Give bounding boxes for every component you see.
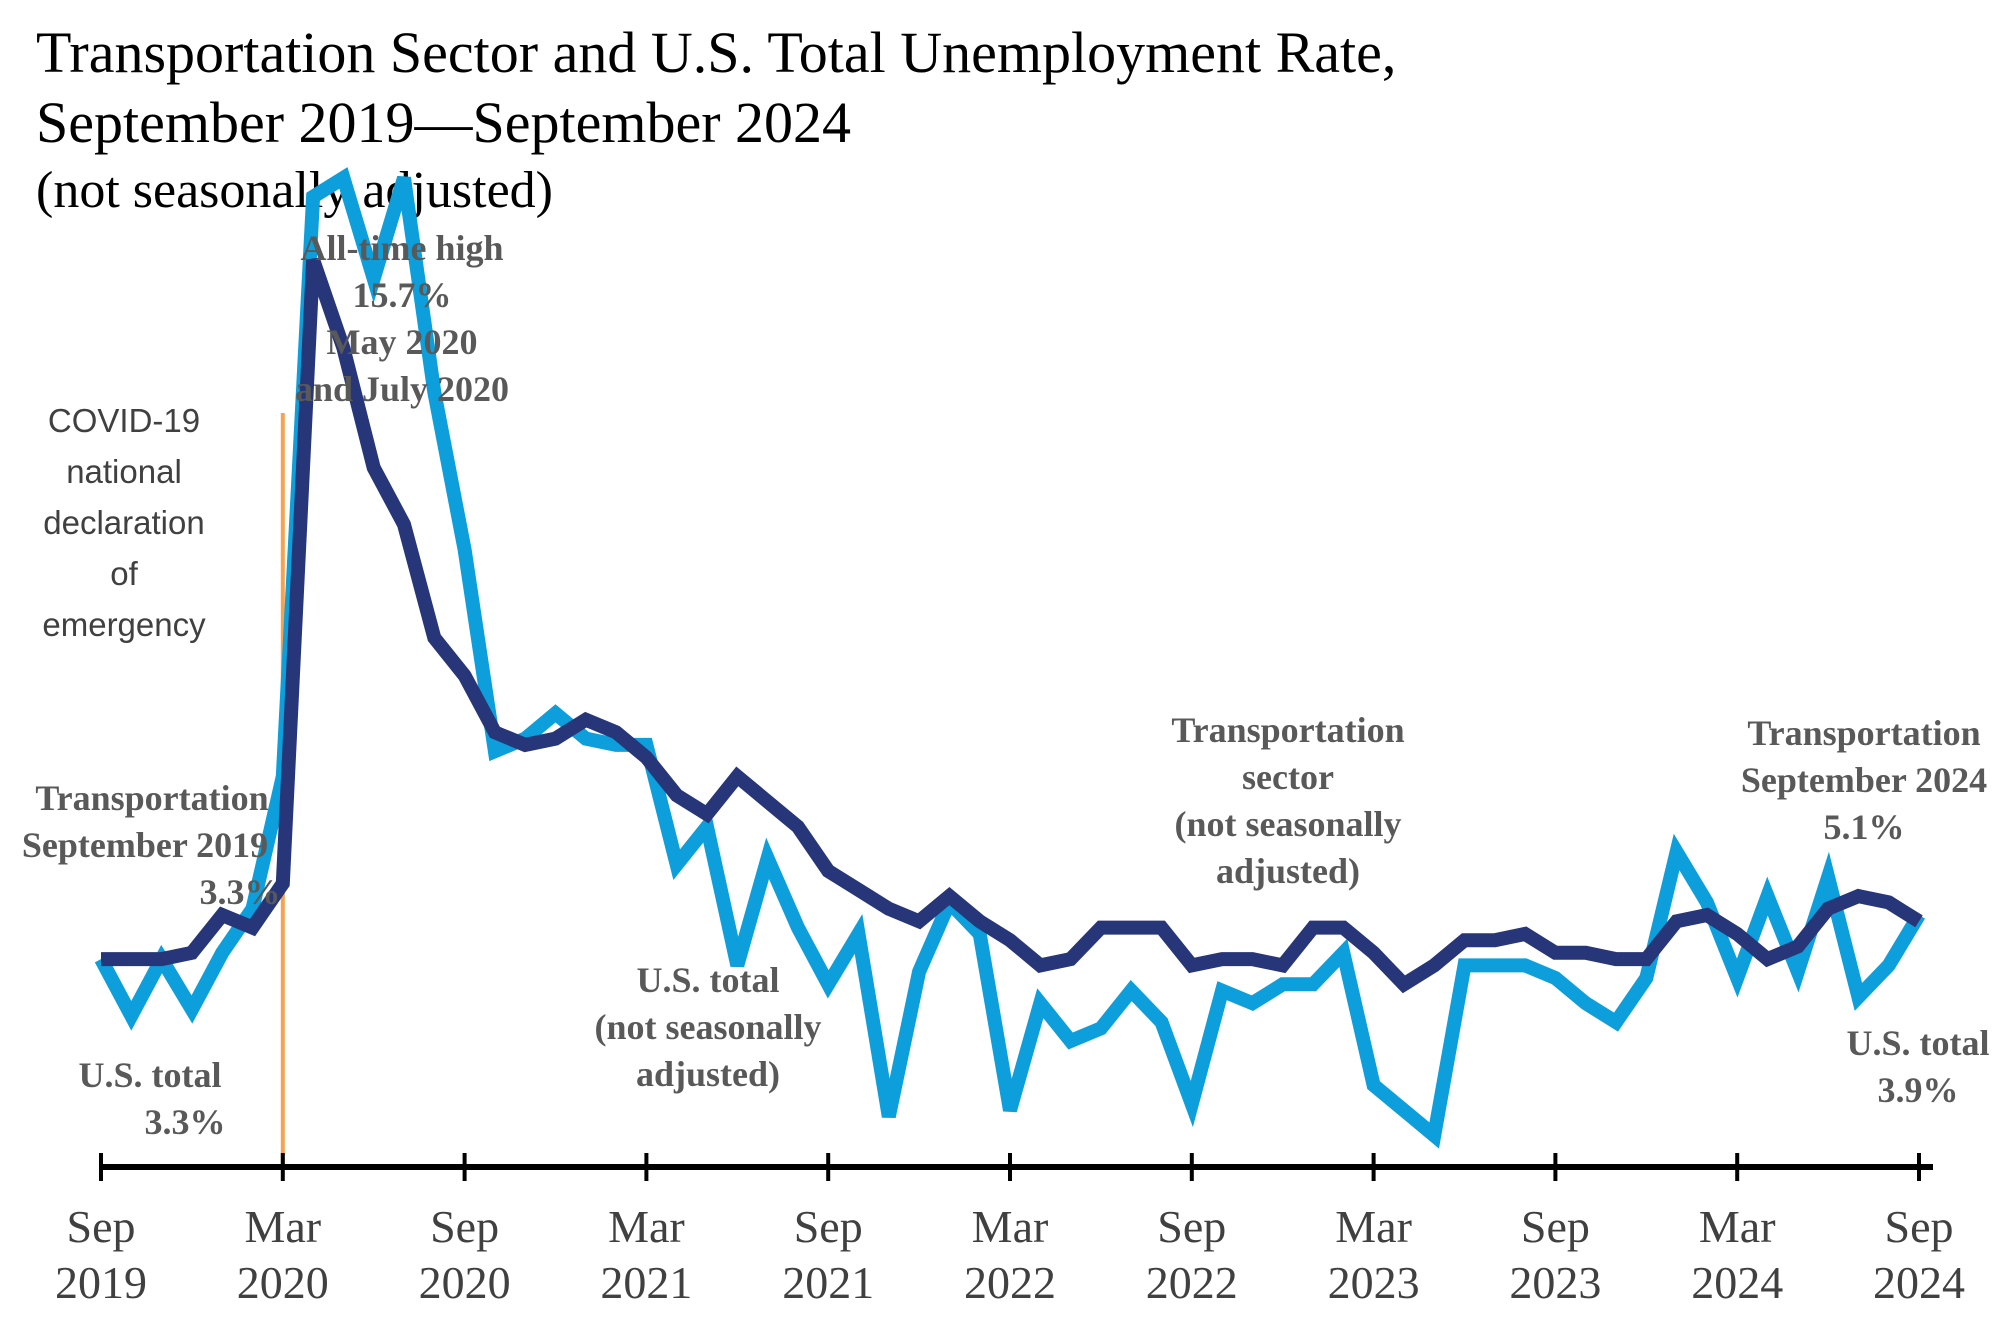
x-tick-label-month: Sep	[430, 1201, 499, 1252]
x-tick-label-month: Sep	[794, 1201, 863, 1252]
peak-annotation-line: All-time high	[301, 228, 504, 268]
x-tick-label-year: 2019	[55, 1257, 147, 1308]
x-tick-label-year: 2020	[237, 1257, 329, 1308]
x-tick-label-month: Mar	[1335, 1201, 1412, 1252]
x-tick-label-month: Sep	[1157, 1201, 1226, 1252]
x-tick-label-year: 2022	[964, 1257, 1056, 1308]
x-axis-ticks	[99, 1153, 1921, 1181]
us-total-series-annotation: U.S. total (not seasonally adjusted)	[594, 960, 821, 1094]
peak-annotation-line: May 2020	[327, 322, 478, 362]
us-total-start-line: U.S. total	[79, 1055, 222, 1095]
transportation-start-annotation: Transportation September 2019 3.3%	[22, 778, 281, 912]
transportation-series-line	[94, 167, 1925, 1149]
x-tick-label-month: Sep	[1885, 1201, 1954, 1252]
covid-annotation-line: COVID-19	[48, 402, 200, 439]
transportation-end-line: September 2024	[1741, 760, 1987, 800]
x-tick-label-month: Mar	[972, 1201, 1049, 1252]
transportation-series-line-label: adjusted)	[1216, 851, 1360, 891]
transportation-start-line: September 2019	[22, 825, 268, 865]
transportation-start-line: Transportation	[35, 778, 268, 818]
peak-annotation: All-time high 15.7% May 2020 and July 20…	[295, 228, 509, 409]
peak-annotation-line: 15.7%	[353, 275, 452, 315]
us-total-start-line: 3.3%	[145, 1102, 226, 1142]
x-tick-label-year: 2023	[1328, 1257, 1420, 1308]
transportation-series-line-label: (not seasonally	[1174, 804, 1401, 844]
x-tick-label-year: 2022	[1146, 1257, 1238, 1308]
x-tick-label-year: 2020	[419, 1257, 511, 1308]
us-total-series-line	[101, 257, 1923, 994]
x-tick-label-year: 2024	[1691, 1257, 1783, 1308]
transportation-end-line: 5.1%	[1824, 807, 1905, 847]
covid-annotation-line: emergency	[42, 606, 206, 643]
x-tick-label-year: 2021	[600, 1257, 692, 1308]
x-tick-label-year: 2021	[782, 1257, 874, 1308]
covid-annotation-line: national	[66, 453, 182, 490]
x-tick-label-month: Mar	[244, 1201, 321, 1252]
us-total-series-line-label: adjusted)	[636, 1054, 780, 1094]
x-tick-label-month: Mar	[1699, 1201, 1776, 1252]
chart-subtitle: (not seasonally adjusted)	[36, 162, 553, 219]
transportation-series-line-label: sector	[1242, 757, 1334, 797]
x-tick-label-year: 2024	[1873, 1257, 1965, 1308]
x-tick-label-month: Sep	[67, 1201, 136, 1252]
transportation-start-line: 3.3%	[200, 872, 281, 912]
covid-annotation-line: declaration	[43, 504, 204, 541]
us-total-end-annotation: U.S. total 3.9%	[1847, 1023, 1990, 1110]
chart-title-line-1: Transportation Sector and U.S. Total Une…	[36, 20, 1396, 85]
chart-title-line-2: September 2019—September 2024	[36, 90, 851, 155]
x-tick-label-month: Sep	[1521, 1201, 1590, 1252]
us-total-end-line: U.S. total	[1847, 1023, 1990, 1063]
us-total-series-line-label: U.S. total	[637, 960, 780, 1000]
x-tick-label-month: Mar	[608, 1201, 685, 1252]
covid-annotation-line: of	[110, 555, 138, 592]
x-tick-label-year: 2023	[1509, 1257, 1601, 1308]
x-axis-labels: Sep2019Mar2020Sep2020Mar2021Sep2021Mar20…	[55, 1201, 1965, 1308]
transportation-series-line-label: Transportation	[1171, 710, 1404, 750]
us-total-start-annotation: U.S. total 3.3%	[79, 1055, 226, 1142]
transportation-series-annotation: Transportation sector (not seasonally ad…	[1171, 710, 1404, 891]
transportation-end-annotation: Transportation September 2024 5.1%	[1741, 713, 1987, 847]
us-total-series-line-label: (not seasonally	[594, 1007, 821, 1047]
covid-annotation: COVID-19 national declaration of emergen…	[42, 402, 206, 643]
us-total-end-line: 3.9%	[1878, 1070, 1959, 1110]
transportation-end-line: Transportation	[1747, 713, 1980, 753]
peak-annotation-line: and July 2020	[295, 369, 509, 409]
